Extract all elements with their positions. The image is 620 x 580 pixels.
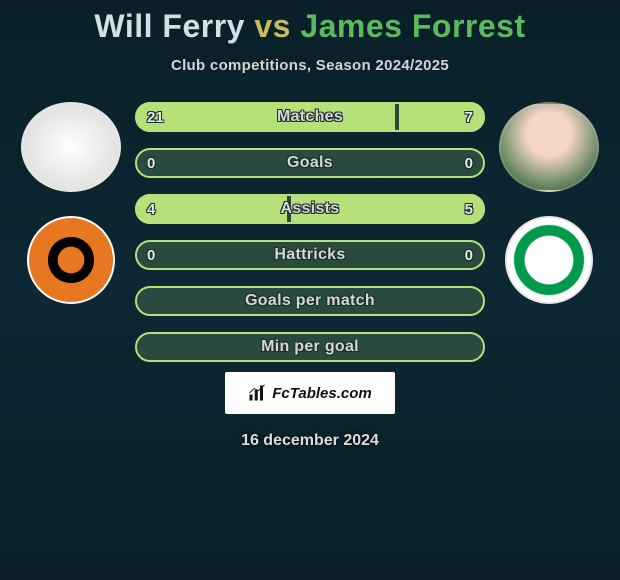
left-column	[10, 102, 130, 304]
main-row: 21 Matches 7 0 Goals 0 4 Assists 5 0 Hattricks 0 Goa…	[0, 102, 620, 362]
watermark-text: FcTables.com	[272, 385, 371, 402]
player1-name: Will Ferry	[94, 8, 245, 44]
stat-label: Min per goal	[261, 338, 359, 356]
chart-icon	[248, 384, 266, 402]
date-label: 16 december 2024	[241, 432, 379, 450]
stat-right-value: 0	[465, 155, 473, 172]
watermark: FcTables.com	[225, 372, 395, 414]
stat-row: Goals per match	[135, 286, 485, 316]
player2-name: James Forrest	[300, 8, 525, 44]
stat-left-value: 0	[147, 155, 155, 172]
stat-label: Goals	[287, 154, 333, 172]
title: Will Ferry vs James Forrest	[94, 8, 525, 45]
stat-label: Hattricks	[274, 246, 345, 264]
player1-photo	[21, 102, 121, 192]
right-column	[490, 102, 610, 304]
stat-row: 0 Goals 0	[135, 148, 485, 178]
subtitle: Club competitions, Season 2024/2025	[171, 57, 449, 74]
stat-left-fill	[135, 194, 287, 224]
stat-left-value: 0	[147, 247, 155, 264]
stat-row: 21 Matches 7	[135, 102, 485, 132]
stat-row: 4 Assists 5	[135, 194, 485, 224]
infographic-root: Will Ferry vs James Forrest Club competi…	[0, 0, 620, 580]
stat-right-value: 7	[465, 109, 473, 126]
stat-left-fill	[135, 102, 395, 132]
stat-right-value: 0	[465, 247, 473, 264]
player2-photo	[499, 102, 599, 192]
stat-right-value: 5	[465, 201, 473, 218]
vs-label: vs	[254, 8, 291, 44]
stats-column: 21 Matches 7 0 Goals 0 4 Assists 5 0 Hattricks 0 Goa…	[130, 102, 490, 362]
stat-label: Matches	[277, 108, 343, 126]
player2-club-badge	[505, 216, 593, 304]
stat-row: 0 Hattricks 0	[135, 240, 485, 270]
stat-label: Assists	[280, 200, 339, 218]
stat-left-value: 4	[147, 201, 155, 218]
stat-left-value: 21	[147, 109, 164, 126]
stat-label: Goals per match	[245, 292, 375, 310]
player1-club-badge	[27, 216, 115, 304]
stat-row: Min per goal	[135, 332, 485, 362]
